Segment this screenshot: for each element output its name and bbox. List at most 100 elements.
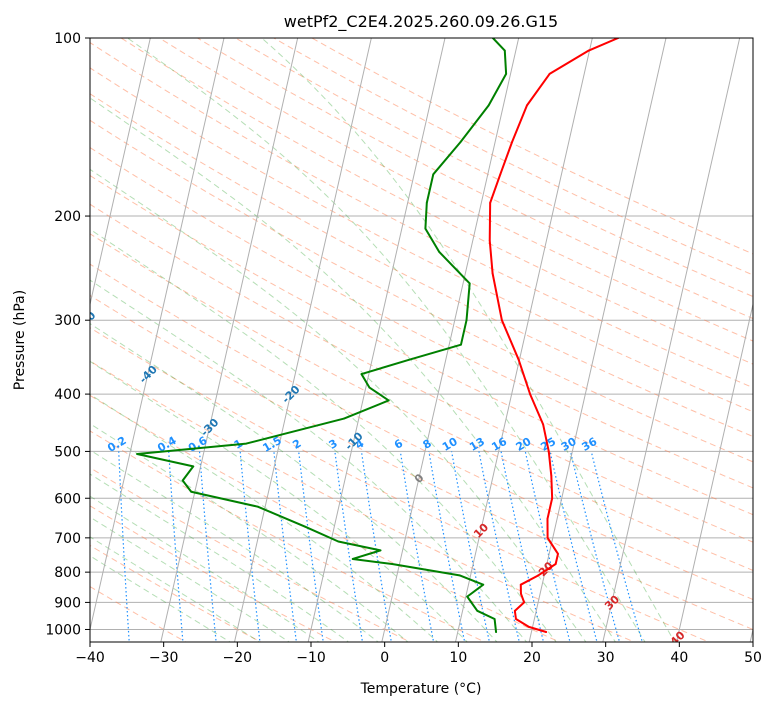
dewpoint-point bbox=[192, 465, 195, 468]
profiles-layer bbox=[136, 38, 620, 634]
isotherm-label: -50 bbox=[75, 309, 98, 332]
temperature-point bbox=[551, 497, 554, 500]
dewpoint-point bbox=[460, 343, 462, 346]
dry-adiabat-line bbox=[90, 327, 711, 642]
dry-adiabat-line bbox=[90, 586, 187, 642]
moist-adiabat-line bbox=[90, 555, 231, 642]
temperature-point bbox=[517, 358, 520, 361]
dry-adiabat-line bbox=[234, 38, 753, 298]
dewpoint-point bbox=[303, 525, 306, 528]
y-tick-label: 400 bbox=[54, 387, 81, 403]
temperature-point bbox=[546, 517, 549, 520]
mixing-ratio-line bbox=[569, 451, 621, 642]
dewpoint-point bbox=[245, 442, 248, 445]
isotherm-line bbox=[160, 38, 299, 642]
temperature-point bbox=[587, 49, 590, 52]
temperature-point bbox=[513, 609, 516, 612]
dry-adiabat-line bbox=[90, 233, 753, 571]
y-tick-label: 700 bbox=[54, 531, 81, 547]
dewpoint-point bbox=[495, 631, 497, 633]
mixing-ratio-line bbox=[590, 451, 643, 642]
moist-adiabat-line bbox=[90, 97, 617, 642]
y-tick-label: 600 bbox=[54, 491, 81, 507]
temperature-point bbox=[500, 319, 503, 322]
moist-adiabat-line bbox=[90, 279, 528, 642]
temperature-point bbox=[519, 583, 522, 586]
dewpoint-point bbox=[465, 319, 468, 322]
temperature-point bbox=[520, 592, 522, 595]
temperature-point bbox=[529, 393, 531, 395]
dry-adiabat-line bbox=[90, 294, 753, 631]
mixing-ratio-line bbox=[450, 451, 491, 642]
moist-adiabat-line bbox=[90, 473, 350, 642]
mixing-ratio-layer bbox=[118, 451, 643, 642]
dewpoint-point bbox=[256, 505, 259, 508]
axes-layer: −40 −30 −20 −10 0 10 20 30 40 50 1000 900 800 700 600 5… bbox=[45, 31, 762, 666]
temperature-point bbox=[489, 201, 492, 204]
dewpoint-point bbox=[425, 201, 428, 204]
mixing-ratio-line bbox=[399, 451, 435, 642]
dewpoint-point bbox=[190, 490, 193, 493]
dewpoint-point bbox=[136, 453, 139, 455]
dewpoint-point bbox=[337, 540, 340, 543]
y-tick-label: 800 bbox=[54, 565, 81, 581]
temperature-point bbox=[548, 73, 551, 75]
temperature-point bbox=[550, 475, 553, 477]
temperature-point bbox=[526, 104, 528, 107]
plot-frame bbox=[89, 37, 754, 643]
y-tick-label: 1000 bbox=[45, 622, 81, 638]
mixing-ratio-line bbox=[500, 451, 545, 642]
dewpoint-point bbox=[424, 227, 427, 230]
dry-adiabat-line bbox=[90, 174, 753, 516]
dewpoint-point bbox=[505, 73, 508, 75]
dewpoint-point bbox=[432, 173, 435, 176]
y-tick-label: 500 bbox=[54, 444, 81, 460]
dewpoint-point bbox=[368, 386, 371, 389]
isotherm-line bbox=[307, 38, 446, 642]
dewpoint-point bbox=[482, 583, 485, 586]
temperature-point bbox=[511, 141, 513, 144]
dewpoint-point bbox=[387, 399, 390, 402]
x-axis-label: Temperature (°C) bbox=[360, 681, 482, 697]
isotherm-line bbox=[675, 302, 753, 642]
dry-adiabat-line bbox=[120, 38, 753, 365]
y-tick-label: 300 bbox=[54, 313, 81, 329]
dry-adiabat-line bbox=[90, 263, 753, 601]
isotherm-line bbox=[90, 38, 151, 307]
dewpoint-point bbox=[468, 282, 471, 285]
temperature-point bbox=[545, 631, 548, 633]
isotherm-line bbox=[454, 38, 593, 642]
x-tick-label: −20 bbox=[223, 650, 253, 666]
y-axis-label: Pressure (hPa) bbox=[12, 290, 28, 390]
temperature-point bbox=[523, 601, 526, 604]
temperature-point bbox=[488, 239, 491, 242]
x-tick-label: 40 bbox=[670, 650, 688, 666]
moist-adiabat-line bbox=[90, 449, 379, 642]
temperature-point bbox=[546, 536, 549, 539]
mixing-ratio-line bbox=[360, 451, 392, 642]
moist-adiabat-line bbox=[90, 393, 439, 642]
dewpoint-point bbox=[379, 549, 382, 552]
x-tick-label: −30 bbox=[149, 650, 179, 666]
temperature-point bbox=[515, 618, 517, 620]
dry-adiabat-line bbox=[90, 360, 636, 642]
y-tick-label: 900 bbox=[54, 595, 81, 611]
dewpoint-point bbox=[438, 251, 441, 253]
y-tick-label: 200 bbox=[54, 209, 81, 225]
x-tick-label: −10 bbox=[296, 650, 326, 666]
temperature-point bbox=[537, 574, 540, 577]
isotherm-line bbox=[528, 38, 667, 642]
dewpoint-point bbox=[343, 417, 345, 420]
isotherm-line bbox=[233, 38, 372, 642]
dry-adiabat-line bbox=[90, 467, 412, 642]
isotherm-line bbox=[90, 38, 225, 632]
dewpoint-point bbox=[493, 618, 496, 620]
isotherms-layer bbox=[90, 38, 753, 642]
temperature-point bbox=[542, 423, 545, 426]
adiabats-layer bbox=[90, 38, 753, 642]
dry-adiabat-line bbox=[90, 93, 753, 438]
dewpoint-point bbox=[181, 479, 184, 482]
dry-adiabat-line bbox=[90, 394, 561, 642]
